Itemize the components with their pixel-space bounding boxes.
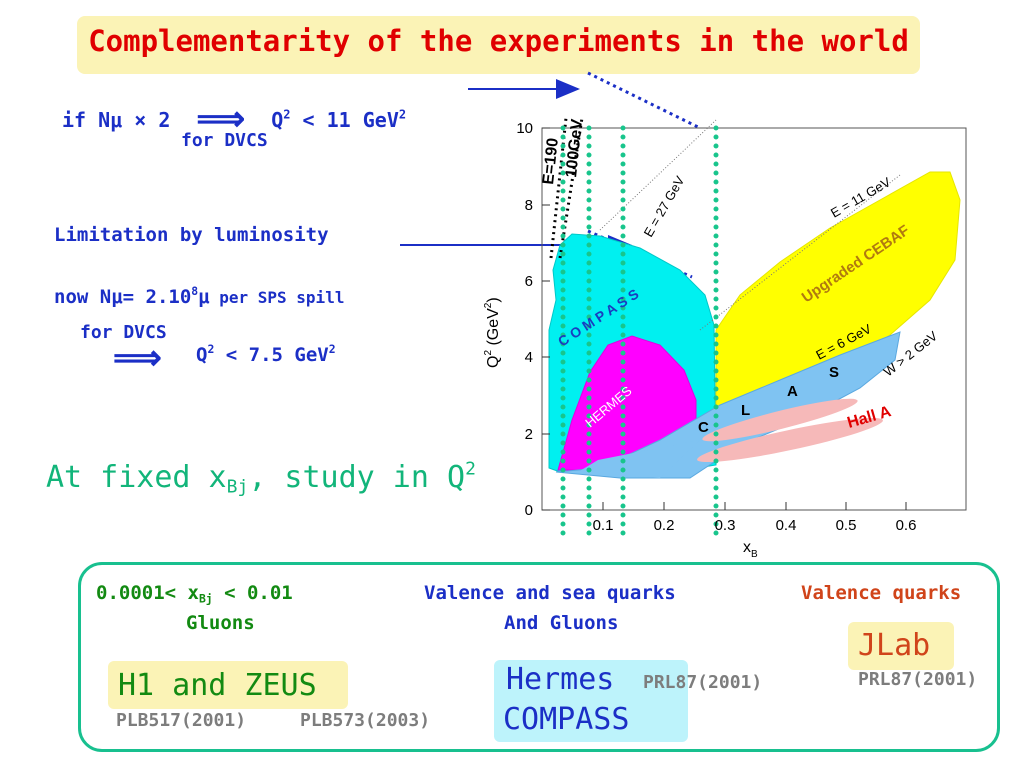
xbj-marker-lines xyxy=(560,125,719,543)
range-subscript: Bj xyxy=(198,591,213,606)
e100-label: 100GeV xyxy=(563,118,586,178)
y-tick-label: 2 xyxy=(525,426,533,443)
xbj-range-line: 0.0001< xBj < 0.01 xyxy=(96,582,293,604)
q-limit-text-2: < 7.5 GeV xyxy=(214,344,329,366)
q-exponent: 2 xyxy=(283,107,291,122)
jlab-label: JLab xyxy=(858,628,931,663)
x-tick-label: 0.4 xyxy=(776,517,797,534)
q-exponent-3: 2 xyxy=(465,458,476,480)
plb517-reference: PLB517(2001) xyxy=(116,710,247,731)
nmu-times-two-line: if Nμ × 2 ⟹ Q2 < 11 GeV2 xyxy=(62,96,407,139)
page-title: Complementarity of the experiments in th… xyxy=(88,24,909,58)
range-prefix: 0.0001< x xyxy=(96,582,199,604)
gluons-label: Gluons xyxy=(186,612,255,634)
hermes-label: Hermes xyxy=(506,662,615,697)
per-spill-text: per SPS spill xyxy=(209,288,345,307)
clas-letter: C xyxy=(698,419,709,436)
now-exponent: 8 xyxy=(191,284,199,299)
now-nmu-line: now Nμ= 2.108μ per SPS spill xyxy=(54,284,345,308)
y-tick-label: 6 xyxy=(525,273,533,290)
h1-zeus-box xyxy=(108,661,348,709)
plb573-reference: PLB573(2003) xyxy=(300,710,431,731)
hall-a-region xyxy=(697,398,883,463)
hermes-compass-box xyxy=(494,660,688,742)
study-mid-text: , study in Q xyxy=(248,460,466,495)
compass-label-bottom: COMPASS xyxy=(503,702,630,737)
y-tick-label: 4 xyxy=(525,349,533,366)
kinematic-coverage-chart: 0 2 4 6 8 10 0.1 0.2 0.3 0.4 0.5 0.6 xB … xyxy=(400,71,967,560)
clas-letter: A xyxy=(787,383,798,400)
jlab-box xyxy=(848,622,954,670)
clas-letter: L xyxy=(741,402,750,419)
implies-arrow-icon-2: ⟹ xyxy=(113,338,162,378)
e190-label: E=190 xyxy=(540,137,562,185)
q-75-line: Q2 < 7.5 GeV2 xyxy=(196,342,336,366)
clas-region-tail xyxy=(578,440,700,478)
study-prefix-text: At fixed x xyxy=(46,460,227,495)
y-axis-title: Q2 (GeV2) xyxy=(483,297,502,368)
x-tick-label: 0.3 xyxy=(715,517,736,534)
gev-exponent-2: 2 xyxy=(328,342,336,357)
x-tick-label: 0.2 xyxy=(654,517,675,534)
y-tick-label: 0 xyxy=(525,502,533,519)
q-exponent-2: 2 xyxy=(207,342,215,357)
q-limit-text: < 11 GeV xyxy=(290,108,399,132)
for-dvcs-label: for DVCS xyxy=(181,130,268,151)
x-axis-title: xB xyxy=(743,539,758,560)
and-gluons-label: And Gluons xyxy=(504,612,619,634)
nmu-times-two-text: if Nμ × 2 xyxy=(62,108,171,132)
valence-quarks-label: Valence quarks xyxy=(801,582,962,604)
clas-letter: S xyxy=(829,364,839,381)
mu-symbol: μ xyxy=(198,286,210,308)
limitation-label: Limitation by luminosity xyxy=(54,224,329,246)
for-dvcs-label-2: for DVCS xyxy=(80,322,167,343)
h1-zeus-label: H1 and ZEUS xyxy=(118,668,317,703)
valence-sea-label: Valence and sea quarks xyxy=(424,582,676,604)
gev-exponent: 2 xyxy=(398,107,407,122)
study-q2-line: At fixed xBj, study in Q2 xyxy=(46,458,476,498)
clas-label: C L A S xyxy=(698,364,839,436)
x-tick-label: 0.6 xyxy=(896,517,917,534)
x-tick-labels: 0.1 0.2 0.3 0.4 0.5 0.6 xyxy=(593,517,917,534)
prl87-reference-mid: PRL87(2001) xyxy=(643,672,763,693)
e27-label: E = 27 GeV xyxy=(641,173,688,239)
y-tick-label: 10 xyxy=(516,120,533,137)
clas-region xyxy=(555,331,901,479)
bj-subscript: Bj xyxy=(226,476,249,498)
plot-frame xyxy=(541,127,967,511)
x-tick-label: 0.1 xyxy=(593,517,614,534)
dotted-limit-line-top xyxy=(587,71,701,130)
q-symbol-2: Q xyxy=(196,344,208,366)
range-suffix: < 0.01 xyxy=(212,582,293,604)
x-tick-label: 0.5 xyxy=(836,517,857,534)
y-tick-labels: 0 2 4 6 8 10 xyxy=(516,120,533,519)
title-banner xyxy=(77,16,920,74)
axis-ticks xyxy=(542,127,907,511)
now-nmu-text: now Nμ= 2.10 xyxy=(54,286,192,308)
e11-line xyxy=(699,174,901,331)
implies-arrow-icon: ⟹ xyxy=(196,99,246,139)
y-tick-label: 8 xyxy=(525,197,533,214)
q-symbol: Q xyxy=(271,108,284,132)
prl87-reference-right: PRL87(2001) xyxy=(858,669,978,690)
